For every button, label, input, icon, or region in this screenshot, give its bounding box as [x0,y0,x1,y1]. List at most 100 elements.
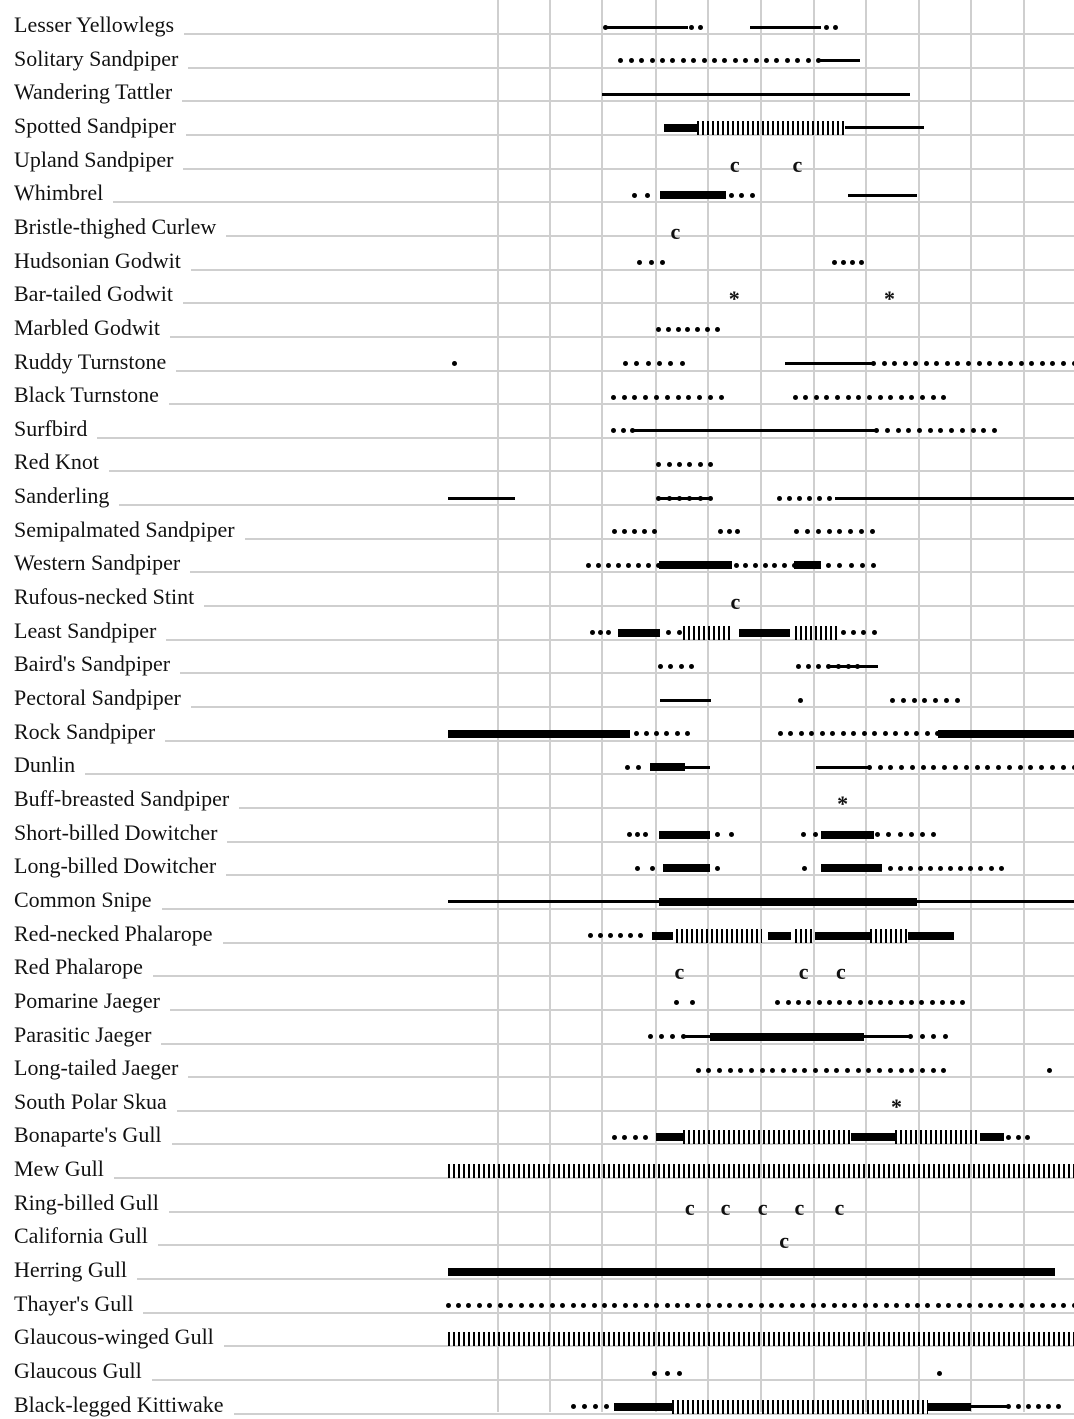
occurrence-dot [909,395,914,400]
species-row: Surfbird [0,409,1074,443]
occurrence-thin-bar [835,497,1074,500]
occurrence-dot [870,529,875,534]
occurrence-dot [652,1371,657,1376]
occurrence-dot [802,1068,807,1073]
occurrence-dot [685,731,690,736]
occurrence-dot [675,1303,680,1308]
occurrence-dot [660,260,665,265]
occurrence-dot [677,462,682,467]
species-name: Whimbrel [14,180,113,206]
occurrence-dot [675,731,680,736]
occurrence-dot [786,1000,791,1005]
occurrence-dot [588,933,593,938]
occurrence-dot [846,395,851,400]
occurrence-dot [666,327,671,332]
occurrence-dot [925,1303,930,1308]
species-row: Glaucous Gull [0,1351,1074,1385]
occurrence-dot [834,1068,839,1073]
occurrence-dot [706,1068,711,1073]
occurrence-dot [845,1068,850,1073]
occurrence-dot [1026,1404,1031,1409]
species-name: Spotted Sandpiper [14,113,186,139]
occurrence-dot [800,1303,805,1308]
occurrence-thick-bar [938,730,1074,738]
occurrence-dot [921,765,926,770]
species-row: Ruddy Turnstone [0,342,1074,376]
occurrence-dot [851,731,856,736]
occurrence-dot [691,58,696,63]
row-guide-line [14,1244,1074,1246]
occurrence-dot [987,361,992,366]
occurrence-dot [803,395,808,400]
occurrence-dot [604,1404,609,1409]
species-row: Thayer's Gull [0,1284,1074,1318]
occurrence-dot [874,428,879,433]
occurrence-dot [806,664,811,669]
species-row: Black-legged Kittiwake [0,1385,1074,1419]
occurrence-dot [616,563,621,568]
occurrence-dot [992,428,997,433]
occurrence-dot [945,361,950,366]
occurrence-dot [660,58,665,63]
species-name: Rufous-necked Stint [14,584,204,610]
occurrence-dot [687,462,692,467]
occurrence-dot [811,1303,816,1308]
occurrence-dot [813,1068,818,1073]
occurrence-hatch-bar [895,1130,980,1144]
occurrence-dot [837,1000,842,1005]
occurrence-dot [676,327,681,332]
occurrence-thin-bar [660,699,710,702]
occurrence-dot [635,832,640,837]
occurrence-dot [729,832,734,837]
row-guide-line [14,470,1074,472]
species-name: Thayer's Gull [14,1291,143,1317]
occurrence-dot [753,563,758,568]
species-row: Spotted Sandpiper [0,106,1074,140]
occurrence-dot [782,563,787,568]
species-row: Red-necked Phalarope [0,914,1074,948]
row-guide-line [14,740,1074,742]
species-row: Red Knot [0,442,1074,476]
occurrence-dot [859,260,864,265]
occurrence-dot [650,58,655,63]
occurrence-dot [955,698,960,703]
occurrence-dot [446,1303,451,1308]
species-row: Wandering Tattler [0,72,1074,106]
occurrence-dot [677,1371,682,1376]
occurrence-dot [1030,1303,1035,1308]
occurrence-thin-bar [685,766,711,769]
occurrence-dot [920,395,925,400]
species-row: Least Sandpiper [0,611,1074,645]
occurrence-dot [649,260,654,265]
species-name: Marbled Godwit [14,315,170,341]
occurrence-thick-bar [659,898,918,906]
occurrence-dot [717,1303,722,1308]
occurrence-dot [598,630,603,635]
occurrence-dot [941,395,946,400]
species-name: Mew Gull [14,1156,114,1182]
occurrence-dot [909,1000,914,1005]
species-row: Rock Sandpiper [0,712,1074,746]
occurrence-dot [863,1303,868,1308]
occurrence-dot [779,1303,784,1308]
species-name: Bristle-thighed Curlew [14,214,226,240]
occurrence-thick-bar [710,1033,864,1041]
occurrence-dot [971,428,976,433]
occurrence-thin-bar [816,766,870,769]
occurrence-dot [920,1068,925,1073]
occurrence-dot [915,1303,920,1308]
occurrence-dot [904,731,909,736]
occurrence-dot [1047,1068,1052,1073]
occurrence-thick-bar [650,763,684,771]
occurrence-dot [920,832,925,837]
occurrence-dot [856,1068,861,1073]
occurrence-dot [590,630,595,635]
occurrence-dot [799,731,804,736]
occurrence-dot [899,1000,904,1005]
species-name: Semipalmated Sandpiper [14,517,245,543]
occurrence-thick-bar [660,191,726,199]
occurrence-thin-bar [602,93,910,96]
occurrence-dot [702,58,707,63]
species-name: Baird's Sandpiper [14,651,180,677]
